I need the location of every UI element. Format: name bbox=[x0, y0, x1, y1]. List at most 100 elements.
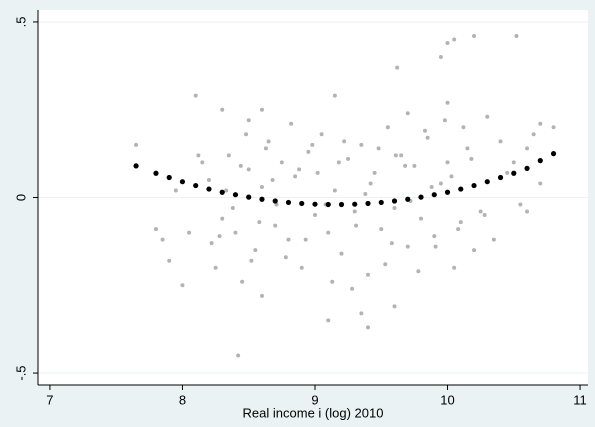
scatter-point bbox=[187, 230, 192, 235]
scatter-point bbox=[312, 213, 317, 218]
scatter-point bbox=[458, 220, 463, 225]
scatter-point bbox=[465, 146, 470, 151]
scatter-point bbox=[392, 206, 397, 211]
scatter-point bbox=[449, 174, 454, 179]
scatter-point bbox=[153, 227, 158, 232]
fit-point bbox=[272, 198, 278, 204]
fit-point bbox=[219, 189, 225, 195]
fit-point bbox=[484, 179, 490, 185]
scatter-point bbox=[244, 132, 249, 137]
scatter-point bbox=[472, 248, 477, 253]
fit-point bbox=[458, 186, 464, 192]
scatter-point bbox=[283, 255, 288, 260]
scatter-point bbox=[405, 111, 410, 116]
fit-point bbox=[550, 151, 557, 157]
x-tick-label: 7 bbox=[46, 392, 53, 407]
scatter-point bbox=[246, 167, 251, 172]
scatter-point bbox=[445, 160, 450, 165]
scatter-point bbox=[236, 353, 241, 358]
scatter-point bbox=[306, 149, 311, 154]
scatter-point bbox=[366, 325, 370, 330]
fit-point bbox=[153, 170, 159, 176]
scatter-point bbox=[303, 237, 308, 242]
scatter-point bbox=[342, 139, 347, 144]
scatter-point bbox=[336, 160, 341, 165]
scatter-point bbox=[442, 118, 447, 123]
fit-point bbox=[431, 192, 437, 198]
scatter-point bbox=[332, 93, 337, 98]
scatter-point bbox=[438, 181, 443, 186]
scatter-point bbox=[432, 234, 437, 239]
scatter-point bbox=[429, 184, 434, 189]
scatter-point bbox=[196, 153, 201, 158]
scatter-point bbox=[472, 33, 477, 38]
fit-point bbox=[497, 174, 504, 181]
scatter-point bbox=[230, 206, 235, 211]
fit-point bbox=[193, 182, 199, 189]
scatter-point bbox=[279, 160, 284, 165]
scatter-point bbox=[240, 279, 245, 284]
scatter-point bbox=[498, 139, 503, 144]
scatter-point bbox=[538, 121, 543, 126]
scatter-point bbox=[366, 272, 370, 277]
scatter-point bbox=[452, 37, 457, 42]
scatter-point bbox=[209, 241, 214, 246]
scatter-point bbox=[376, 146, 381, 151]
scatter-point bbox=[217, 234, 222, 239]
scatter-point bbox=[433, 244, 438, 249]
scatter-point bbox=[315, 170, 320, 175]
scatter-point bbox=[392, 304, 397, 309]
scatter-point bbox=[259, 293, 264, 298]
scatter-point bbox=[160, 237, 165, 242]
fit-point bbox=[259, 196, 265, 202]
scatter-point bbox=[167, 258, 172, 263]
scatter-point bbox=[416, 269, 421, 274]
scatter-point bbox=[461, 125, 466, 130]
fit-point bbox=[133, 163, 139, 169]
x-tick-label: 9 bbox=[311, 392, 318, 407]
scatter-point bbox=[200, 160, 205, 165]
scatter-point bbox=[531, 132, 536, 137]
scatter-point bbox=[346, 156, 351, 161]
scatter-point bbox=[297, 167, 302, 172]
y-tick-label: 0 bbox=[13, 194, 28, 201]
scatter-point bbox=[238, 163, 243, 168]
scatter-point bbox=[289, 121, 294, 126]
fit-point bbox=[166, 174, 172, 181]
scatter-point bbox=[379, 227, 384, 232]
scatter-point bbox=[368, 181, 373, 186]
scatter-point bbox=[180, 283, 185, 288]
scatter-point bbox=[518, 202, 523, 207]
scatter-point bbox=[405, 244, 410, 249]
scatter-point bbox=[220, 216, 225, 221]
y-tick-label: -.5 bbox=[13, 365, 28, 380]
x-tick-label: 8 bbox=[179, 392, 186, 407]
scatter-point bbox=[257, 220, 262, 225]
scatter-point bbox=[352, 209, 357, 214]
scatter-point bbox=[213, 265, 218, 270]
scatter-point bbox=[445, 100, 450, 105]
scatter-point bbox=[253, 248, 258, 253]
scatter-point bbox=[525, 209, 530, 214]
scatter-point bbox=[173, 188, 178, 193]
fit-point bbox=[299, 200, 305, 207]
fit-point bbox=[325, 201, 331, 208]
scatter-point bbox=[383, 262, 388, 267]
scatter-point bbox=[419, 216, 424, 221]
scatter-point bbox=[246, 118, 251, 123]
scatter-point bbox=[273, 223, 278, 228]
fit-point bbox=[511, 170, 517, 176]
scatter-point bbox=[233, 230, 238, 235]
scatter-point bbox=[299, 265, 304, 270]
fit-point bbox=[524, 165, 530, 171]
scatter-point bbox=[330, 279, 335, 284]
scatter-point bbox=[193, 93, 198, 98]
scatter-point bbox=[332, 188, 337, 193]
scatter-point bbox=[445, 41, 450, 46]
scatter-point bbox=[359, 142, 364, 147]
scatter-point bbox=[393, 153, 398, 158]
scatter-point bbox=[525, 146, 530, 151]
scatter-point bbox=[438, 55, 443, 60]
scatter-point bbox=[263, 146, 268, 151]
